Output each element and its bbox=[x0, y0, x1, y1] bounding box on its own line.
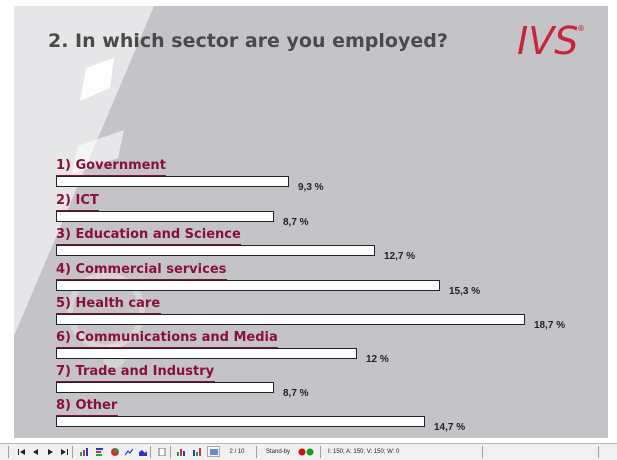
value-label: 9,3 % bbox=[298, 182, 324, 193]
bar bbox=[56, 416, 425, 427]
bar-row: 1) Government 9,3 % bbox=[56, 158, 596, 198]
separator bbox=[598, 446, 599, 458]
label-underline bbox=[56, 244, 241, 245]
value-label: 8,7 % bbox=[283, 217, 309, 228]
separator bbox=[72, 446, 73, 458]
bar-icon[interactable] bbox=[96, 448, 104, 456]
area-icon[interactable] bbox=[139, 448, 147, 456]
separator bbox=[150, 446, 151, 458]
label-underline bbox=[56, 415, 118, 416]
separator bbox=[320, 446, 321, 458]
separator bbox=[8, 446, 9, 458]
bar bbox=[56, 211, 274, 222]
chart3-icon[interactable] bbox=[193, 448, 201, 456]
pie-icon[interactable] bbox=[111, 448, 119, 456]
label-underline bbox=[56, 381, 215, 382]
label-underline bbox=[56, 210, 99, 211]
category-label: 5) Health care bbox=[56, 296, 161, 311]
bar bbox=[56, 348, 357, 359]
value-label: 14,7 % bbox=[434, 422, 466, 433]
display-button[interactable] bbox=[207, 446, 220, 457]
bar bbox=[56, 176, 289, 187]
category-label: 4) Commercial services bbox=[56, 262, 227, 277]
first-icon[interactable] bbox=[18, 448, 26, 456]
last-icon[interactable] bbox=[60, 448, 68, 456]
logo: IVS ® bbox=[517, 18, 587, 65]
bar-row: 5) Health care 18,7 % bbox=[56, 296, 596, 336]
svg-text:IVS: IVS bbox=[517, 19, 578, 60]
bar bbox=[56, 245, 375, 256]
svg-text:®: ® bbox=[577, 24, 585, 33]
bar-row: 8) Other 14,7 % bbox=[56, 398, 596, 438]
status-bar: 2 / 10 Stand-by I: 150; A: 150; V: 150; … bbox=[0, 443, 617, 460]
counts-readout: I: 150; A: 150; V: 150; W: 0 bbox=[328, 449, 400, 455]
prev-icon[interactable] bbox=[32, 448, 40, 456]
value-label: 15,3 % bbox=[449, 286, 481, 297]
category-label: 8) Other bbox=[56, 398, 118, 413]
line-icon[interactable] bbox=[125, 448, 133, 456]
bar-row: 3) Education and Science 12,7 % bbox=[56, 227, 596, 267]
value-label: 8,7 % bbox=[283, 388, 309, 399]
bar bbox=[56, 280, 440, 291]
bar bbox=[56, 382, 274, 393]
separator bbox=[482, 446, 483, 458]
slide: 2. In which sector are you employed? IVS… bbox=[14, 6, 608, 438]
value-label: 18,7 % bbox=[534, 320, 566, 331]
chart2-icon[interactable] bbox=[177, 448, 185, 456]
chart-icon[interactable] bbox=[80, 448, 88, 456]
category-label: 1) Government bbox=[56, 158, 166, 173]
separator bbox=[170, 446, 171, 458]
bar-row: 6) Communications and Media 12 % bbox=[56, 330, 596, 370]
value-label: 12,7 % bbox=[384, 251, 416, 262]
page-icon[interactable] bbox=[158, 448, 166, 456]
bar-row: 2) ICT 8,7 % bbox=[56, 193, 596, 233]
bar-row: 4) Commercial services 15,3 % bbox=[56, 262, 596, 302]
bar bbox=[56, 314, 525, 325]
category-label: 6) Communications and Media bbox=[56, 330, 278, 345]
status-icon bbox=[298, 448, 314, 456]
category-label: 7) Trade and Industry bbox=[56, 364, 215, 379]
next-icon[interactable] bbox=[46, 448, 54, 456]
label-underline bbox=[56, 175, 166, 176]
page-title: 2. In which sector are you employed? bbox=[48, 30, 448, 52]
label-underline bbox=[56, 313, 161, 314]
label-underline bbox=[56, 347, 278, 348]
category-label: 2) ICT bbox=[56, 193, 99, 208]
value-label: 12 % bbox=[366, 354, 389, 365]
page-indicator: 2 / 10 bbox=[229, 449, 245, 455]
bar-row: 7) Trade and Industry 8,7 % bbox=[56, 364, 596, 404]
display-icon bbox=[209, 448, 218, 455]
label-underline bbox=[56, 279, 227, 280]
status-label: Stand-by bbox=[265, 449, 290, 455]
separator bbox=[256, 446, 257, 458]
category-label: 3) Education and Science bbox=[56, 227, 241, 242]
